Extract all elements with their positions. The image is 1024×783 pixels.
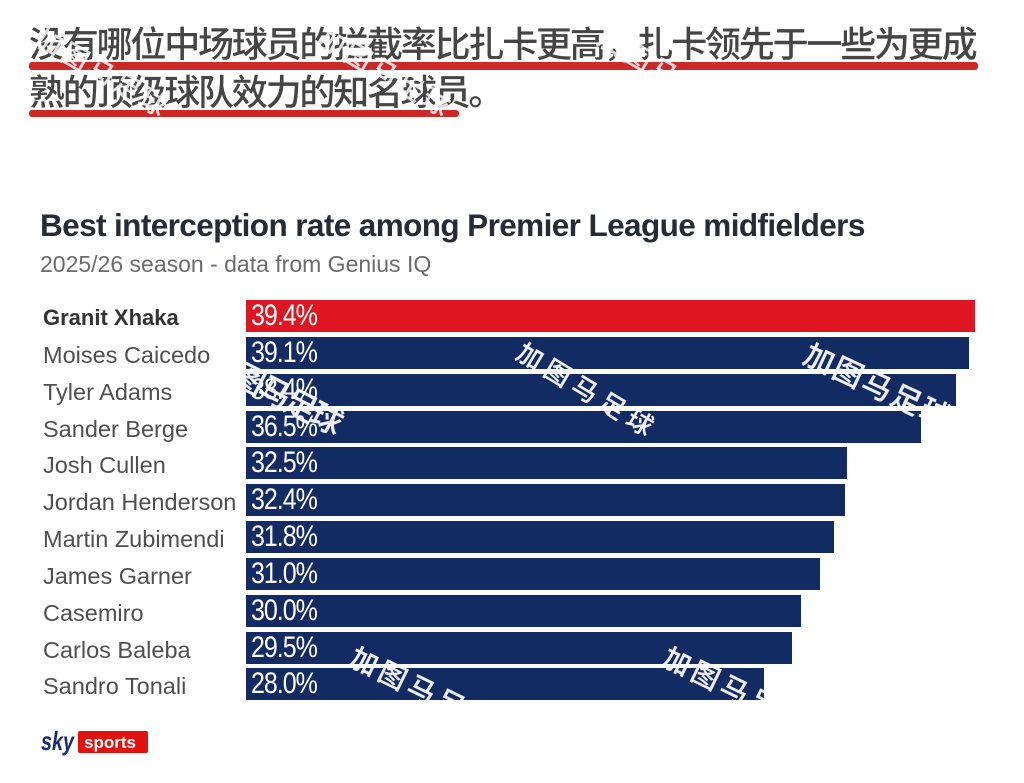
svg-text:sports: sports bbox=[84, 733, 136, 752]
svg-text:sky: sky bbox=[41, 727, 75, 756]
